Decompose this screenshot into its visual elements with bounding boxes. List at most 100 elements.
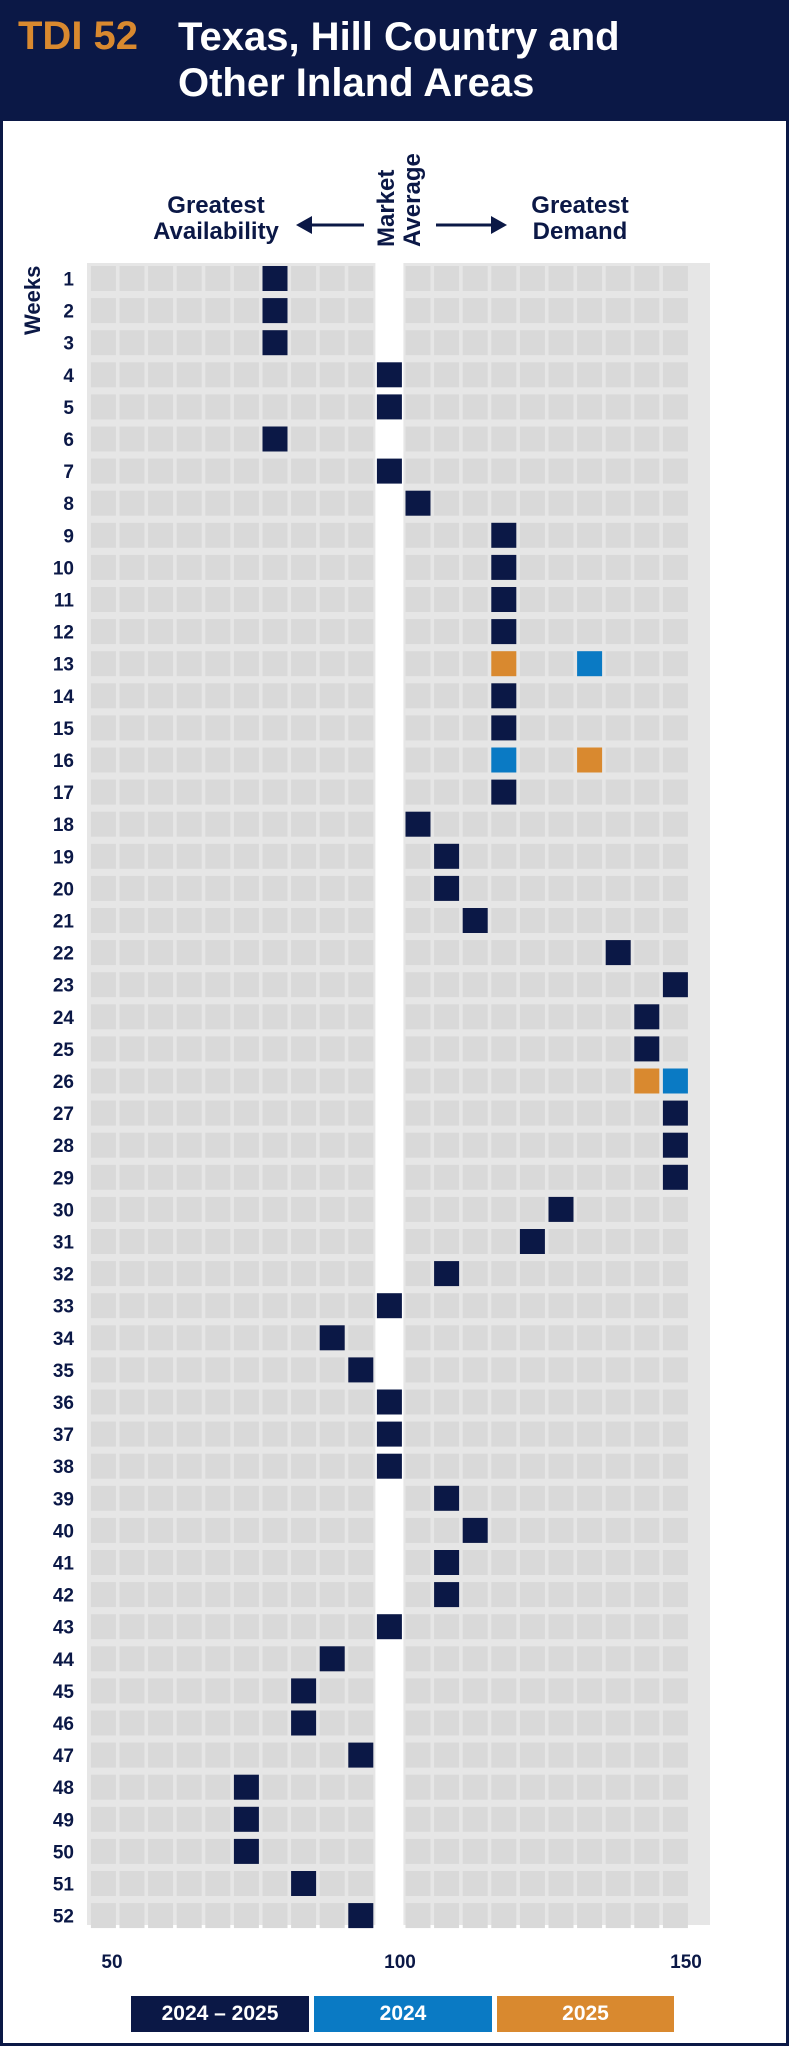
grid-cell <box>262 1903 288 1929</box>
grid-cell <box>319 1485 345 1511</box>
grid-cell <box>634 1646 660 1672</box>
grid-cell <box>291 779 317 805</box>
grid-cell <box>548 1710 574 1736</box>
grid-cell <box>148 1517 174 1543</box>
grid-cell <box>462 1453 488 1479</box>
grid-cell <box>205 330 231 356</box>
grid-cell <box>548 1550 574 1575</box>
grid-cell <box>319 619 345 645</box>
grid-cell <box>90 1774 116 1800</box>
grid-cell <box>262 1036 288 1062</box>
grid-cell <box>319 875 345 901</box>
grid-cell <box>405 1582 431 1608</box>
grid-cell <box>319 1614 345 1640</box>
grid-cell <box>519 554 545 580</box>
left-arrow <box>296 216 364 234</box>
grid-cell <box>90 811 116 837</box>
grid-cell <box>148 1774 174 1800</box>
grid-cell <box>462 490 488 516</box>
grid-cell <box>491 843 517 869</box>
mark-2024-2025 <box>376 458 402 484</box>
grid-cell <box>434 1710 460 1736</box>
grid-cell <box>605 394 631 420</box>
grid-cell <box>434 1517 460 1543</box>
grid-cell <box>148 811 174 837</box>
mark-2024-2025 <box>405 811 431 837</box>
grid-cell <box>662 1293 688 1319</box>
grid-cell <box>233 266 259 291</box>
week-label: 7 <box>63 462 74 483</box>
grid-cell <box>434 554 460 580</box>
grid-cell <box>262 1453 288 1479</box>
grid-cell <box>519 1196 545 1222</box>
grid-cell <box>405 1871 431 1896</box>
grid-cell <box>434 715 460 741</box>
grid-cell <box>291 554 317 580</box>
grid-cell <box>405 1742 431 1768</box>
grid-cell <box>176 458 202 484</box>
grid-cell <box>405 266 431 291</box>
grid-cell <box>434 1004 460 1030</box>
grid-cell <box>662 1710 688 1736</box>
grid-cell <box>90 1838 116 1864</box>
grid-cell <box>348 1550 374 1575</box>
grid-cell <box>148 1357 174 1383</box>
grid-cell <box>577 972 603 998</box>
grid-cell <box>233 1261 259 1287</box>
grid-cell <box>319 940 345 966</box>
grid-cell <box>462 1229 488 1254</box>
grid-cell <box>291 1742 317 1768</box>
grid-cell <box>434 651 460 677</box>
week-label: 13 <box>53 655 74 676</box>
grid-cell <box>119 651 145 677</box>
grid-cell <box>405 1646 431 1672</box>
grid-cell <box>605 1004 631 1030</box>
greatest-demand-label: Greatest Demand <box>531 192 629 245</box>
grid-cell <box>291 266 317 291</box>
grid-cell <box>319 1453 345 1479</box>
grid-cell <box>176 426 202 452</box>
mark-2024-2025 <box>434 1485 460 1511</box>
grid-cell <box>233 1710 259 1736</box>
grid-cell <box>205 458 231 484</box>
grid-cell <box>119 554 145 580</box>
grid-cell <box>262 1550 288 1575</box>
grid-cell <box>176 715 202 741</box>
grid-cell <box>462 683 488 709</box>
grid-cell <box>176 908 202 933</box>
grid-cell <box>548 779 574 805</box>
grid-cell <box>119 1550 145 1575</box>
grid-cell <box>634 266 660 291</box>
grid-cell <box>405 1903 431 1929</box>
grid-cell <box>205 1582 231 1608</box>
grid-cell <box>233 554 259 580</box>
grid-cell <box>90 779 116 805</box>
grid-cell <box>348 1517 374 1543</box>
grid-cell <box>233 1614 259 1640</box>
grid-cell <box>405 298 431 324</box>
grid-cell <box>176 1132 202 1158</box>
grid-cell <box>434 1614 460 1640</box>
grid-cell <box>148 1582 174 1608</box>
grid-cell <box>262 1774 288 1800</box>
grid-cell <box>605 1100 631 1126</box>
grid-cell <box>605 490 631 516</box>
grid-cell <box>662 811 688 837</box>
week-label: 35 <box>53 1361 75 1382</box>
grid-cell <box>119 1646 145 1672</box>
grid-cell <box>405 1517 431 1543</box>
grid-cell <box>577 683 603 709</box>
grid-cell <box>233 972 259 998</box>
grid-cell <box>205 1903 231 1929</box>
grid-cell <box>176 779 202 805</box>
grid-cell <box>319 683 345 709</box>
grid-cell <box>233 940 259 966</box>
week-label: 42 <box>53 1586 74 1607</box>
grid-cell <box>548 1229 574 1254</box>
grid-cell <box>519 779 545 805</box>
grid-cell <box>491 811 517 837</box>
mark-2024-2025 <box>491 779 517 805</box>
grid-cell <box>348 587 374 612</box>
mark-2024 <box>491 747 517 773</box>
mark-2024-2025 <box>348 1357 374 1383</box>
